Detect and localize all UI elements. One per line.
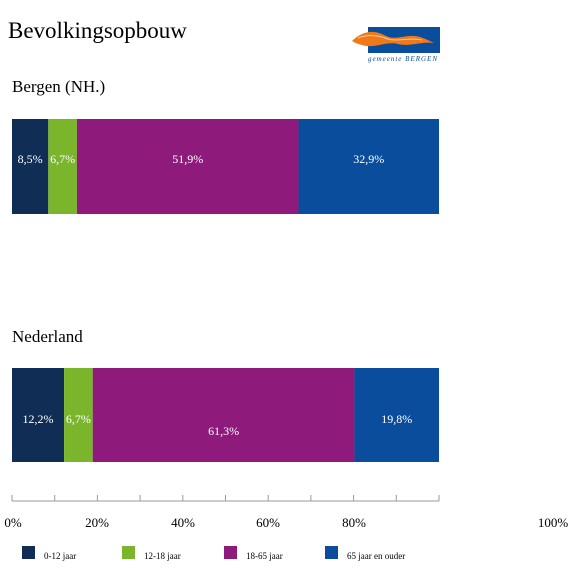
x-tick-label: 100%	[538, 515, 569, 530]
legend-swatch	[325, 546, 338, 559]
legend-item-0-12: 0-12 jaar	[22, 546, 77, 561]
bar-segment-nederland-3	[354, 368, 439, 462]
bar-label: 61,3%	[208, 424, 239, 438]
bar-segment-bergen-3	[298, 119, 439, 214]
bar-segment-bergen-2	[76, 119, 299, 214]
legend-swatch	[224, 546, 237, 559]
bar-label: 6,7%	[66, 412, 91, 426]
x-tick-label: 0%	[4, 515, 22, 530]
bar-label: 51,9%	[172, 152, 203, 166]
logo-flame-icon	[352, 31, 434, 47]
x-tick-label: 60%	[256, 515, 280, 530]
bar-segment-nederland-0	[12, 368, 65, 462]
bar-segment-nederland-1	[64, 368, 93, 462]
chart-legend: 0-12 jaar 12-18 jaar 18-65 jaar 65 jaar …	[22, 546, 542, 566]
bar-label: 6,7%	[50, 152, 75, 166]
bar-segment-bergen-0	[12, 119, 49, 214]
x-tick-label: 20%	[85, 515, 109, 530]
legend-swatch	[122, 546, 135, 559]
legend-label: 12-18 jaar	[144, 550, 181, 561]
x-tick-label: 40%	[171, 515, 195, 530]
bar-segment-nederland-2	[92, 368, 355, 462]
population-bar-chart: 8,5% 6,7% 51,9% 32,9% 12,2% 6,7% 61,3% 19,8% 0% 2…	[4, 119, 569, 530]
legend-item-18-65: 18-65 jaar	[224, 546, 283, 561]
region-title-bergen: Bergen (NH.)	[12, 77, 106, 96]
legend-item-12-18: 12-18 jaar	[122, 546, 181, 561]
legend-item-65-plus: 65 jaar en ouder	[325, 546, 406, 561]
legend-label: 0-12 jaar	[44, 550, 77, 561]
bar-label: 12,2%	[23, 412, 54, 426]
legend-label: 65 jaar en ouder	[347, 550, 406, 561]
x-tick-label: 80%	[342, 515, 366, 530]
legend-label: 18-65 jaar	[246, 550, 283, 561]
bar-label: 8,5%	[18, 152, 43, 166]
region-title-nederland: Nederland	[12, 327, 83, 346]
page-title: Bevolkingsopbouw	[8, 18, 187, 43]
logo-text: gemeente BERGEN	[367, 55, 438, 63]
bar-label: 19,8%	[381, 412, 412, 426]
municipality-logo: gemeente BERGEN	[350, 27, 440, 65]
legend-swatch	[22, 546, 35, 559]
bar-segment-bergen-1	[48, 119, 77, 214]
bar-label: 32,9%	[353, 152, 384, 166]
